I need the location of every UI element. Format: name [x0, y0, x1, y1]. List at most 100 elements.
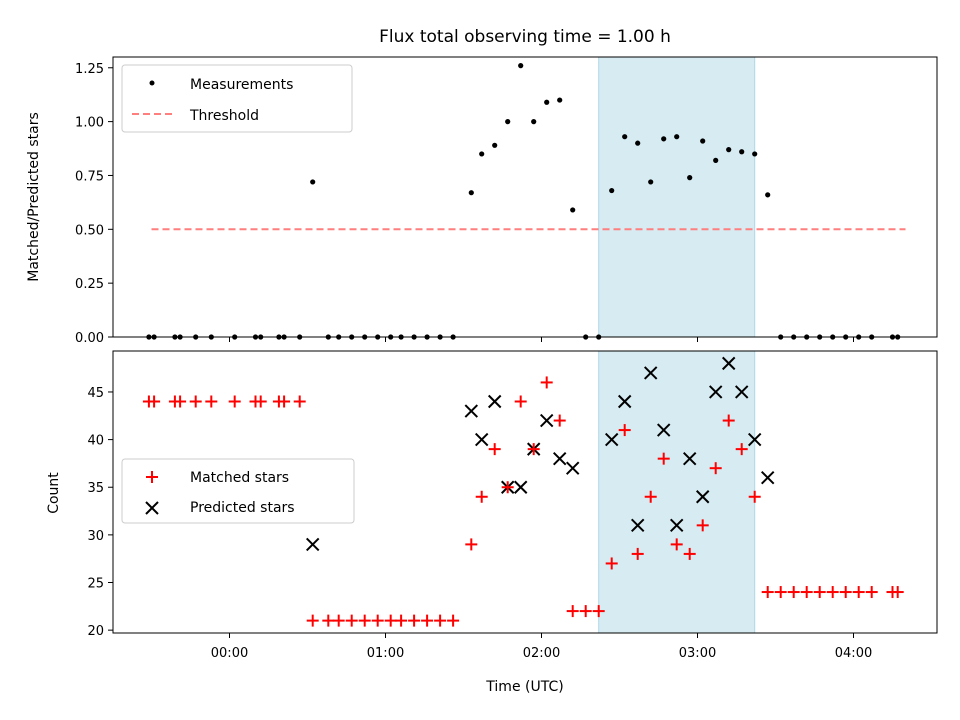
matched-star-point: [421, 614, 434, 627]
matched-star-point: [748, 490, 761, 503]
measurement-point: [635, 140, 641, 146]
matched-star-point: [465, 538, 478, 551]
measurement-point: [492, 142, 498, 148]
x-tick-label: 00:00: [211, 646, 248, 661]
matched-star-point: [865, 586, 878, 599]
predicted-star-point: [630, 518, 645, 533]
measurement-point: [468, 190, 474, 196]
y-tick-label: 1.00: [75, 116, 104, 131]
matched-star-point: [800, 586, 813, 599]
matched-star-point: [540, 376, 553, 389]
ratio-highlight-span: [598, 56, 756, 338]
y-tick-label: 1.25: [75, 62, 104, 77]
measurement-point: [726, 147, 732, 153]
matched-legend-marker: [146, 471, 158, 483]
matched-star-point: [434, 614, 447, 627]
matched-star-point: [852, 586, 865, 599]
measurement-point: [557, 97, 563, 103]
matched-star-point: [891, 586, 904, 599]
y-tick-label: 30: [87, 529, 104, 544]
matched-star-point: [514, 395, 527, 408]
matched-star-point: [618, 424, 631, 437]
x-tick-label: 04:00: [835, 646, 872, 661]
ratio-y-axis-label: Matched/Predicted stars: [26, 112, 42, 282]
matched-star-point: [205, 395, 218, 408]
matched-star-point: [709, 462, 722, 475]
matched-star-point: [228, 395, 241, 408]
matched-star-point: [527, 443, 540, 456]
matched-star-point: [148, 395, 161, 408]
measurement-point: [505, 119, 511, 125]
y-tick-label: 40: [87, 434, 104, 449]
matched-star-point: [722, 414, 735, 427]
measurement-point: [687, 175, 693, 181]
matched-star-point: [761, 586, 774, 599]
predicted-star-point: [708, 385, 723, 399]
measurements-legend-marker: [149, 80, 155, 86]
predicted-legend-label: Predicted stars: [190, 500, 295, 516]
predicted-star-point: [721, 356, 736, 371]
y-tick-label: 0.75: [75, 169, 104, 184]
count-legend: Matched stars Predicted stars: [121, 458, 355, 524]
matched-star-point: [826, 586, 839, 599]
count-plot-frame: [112, 350, 938, 634]
predicted-star-point: [539, 413, 554, 428]
matched-star-point: [735, 443, 748, 456]
measurement-point: [544, 99, 550, 105]
matched-star-point: [839, 586, 852, 599]
chart-title: Flux total observing time = 1.00 h: [379, 27, 671, 47]
measurement-point: [752, 151, 758, 157]
measurement-point: [570, 207, 576, 213]
threshold-legend-label: Threshold: [189, 108, 259, 124]
matched-star-point: [254, 395, 267, 408]
matched-star-point: [322, 614, 335, 627]
predicted-star-point: [474, 432, 489, 447]
matched-star-point: [447, 614, 460, 627]
matched-star-point: [501, 481, 514, 494]
count-panel: 20 25 30 35 40 45 00:00 01:00 02:00 03:00 04:00 C…: [46, 350, 938, 695]
measurement-point: [739, 149, 745, 155]
matched-star-point: [605, 557, 618, 570]
matched-star-point: [787, 586, 800, 599]
matched-star-point: [395, 614, 408, 627]
matched-star-point: [488, 443, 501, 456]
measurement-point: [609, 187, 615, 194]
x-axis-label: Time (UTC): [485, 679, 563, 695]
predicted-star-point: [513, 480, 528, 494]
predicted-star-point: [747, 432, 762, 447]
predicted-star-point: [464, 404, 479, 418]
measurement-point: [479, 151, 485, 157]
measurement-point: [765, 192, 771, 198]
predicted-star-point: [643, 366, 658, 380]
matched-star-point: [553, 414, 566, 427]
predicted-legend-marker: [145, 501, 159, 515]
matched-star-point: [306, 614, 319, 627]
matched-star-point: [631, 547, 644, 560]
matched-star-point: [774, 586, 787, 599]
matched-star-point: [813, 586, 826, 599]
matched-star-point: [657, 452, 670, 465]
measurement-point: [648, 179, 654, 185]
measurement-point: [674, 134, 680, 140]
x-tick-label: 01:00: [367, 646, 404, 661]
matched-star-point: [345, 614, 358, 627]
matched-star-point: [293, 395, 306, 408]
matched-star-point: [644, 490, 657, 503]
matched-star-point: [592, 605, 605, 618]
predicted-star-point: [565, 461, 580, 475]
ratio-legend-box: [121, 64, 353, 133]
matched-star-point: [683, 547, 696, 560]
matched-star-point: [278, 395, 291, 408]
predicted-star-point: [760, 471, 775, 485]
matched-star-point: [384, 614, 397, 627]
predicted-star-point: [305, 537, 320, 552]
predicted-star-point: [695, 490, 710, 504]
matched-star-point: [696, 519, 709, 532]
y-tick-label: 0.00: [75, 331, 104, 346]
measurements-legend-label: Measurements: [190, 77, 293, 93]
x-tick-label: 02:00: [523, 646, 560, 661]
x-tick-label: 03:00: [679, 646, 716, 661]
predicted-star-point: [487, 394, 502, 409]
ratio-panel: 0.00 0.25 0.50 0.75 1.00 1.25 Matched/Predict…: [26, 56, 938, 346]
